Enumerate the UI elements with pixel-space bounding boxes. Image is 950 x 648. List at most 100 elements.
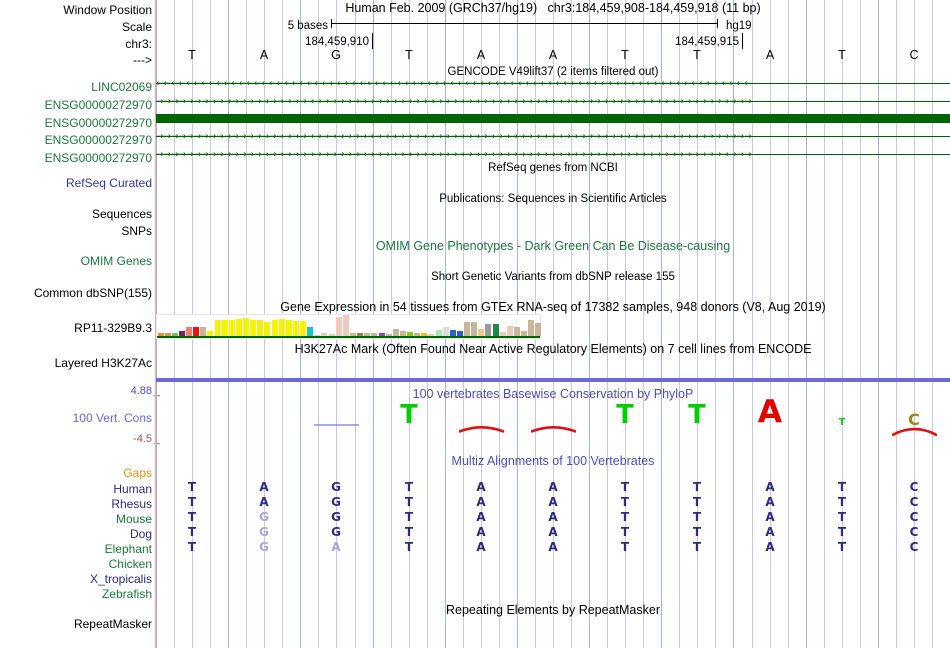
gtex-bar[interactable] xyxy=(421,332,428,336)
label-refseq-curated[interactable]: RefSeq Curated xyxy=(65,176,152,190)
gtex-bar[interactable] xyxy=(271,320,278,336)
gtex-bar[interactable] xyxy=(471,322,478,336)
gtex-bar[interactable] xyxy=(399,330,406,336)
gtex-bar[interactable] xyxy=(392,329,399,336)
gencode-row-2[interactable] xyxy=(156,114,950,124)
gtex-expression-barchart[interactable] xyxy=(156,314,542,339)
label-species-chicken[interactable]: Chicken xyxy=(108,557,152,571)
gtex-bar[interactable] xyxy=(485,323,492,336)
gtex-bar[interactable] xyxy=(513,327,520,336)
gtex-bar[interactable] xyxy=(442,327,449,336)
gtex-bar[interactable] xyxy=(378,333,385,336)
alignment-row-chicken[interactable] xyxy=(156,556,950,569)
gtex-bar[interactable] xyxy=(193,327,200,336)
gtex-bar[interactable] xyxy=(214,320,221,336)
gtex-bar[interactable] xyxy=(285,320,292,336)
alignment-base: G xyxy=(331,525,341,539)
gtex-bar[interactable] xyxy=(257,320,264,336)
gtex-bar[interactable] xyxy=(292,321,299,336)
alignment-row-x_tropicalis[interactable] xyxy=(156,571,950,584)
gtex-bar[interactable] xyxy=(321,333,328,336)
label-repeatmasker[interactable]: RepeatMasker xyxy=(73,617,152,631)
gtex-bar[interactable] xyxy=(478,329,485,336)
gtex-bar[interactable] xyxy=(350,333,357,336)
label-gencode-4[interactable]: ENSG00000272970 xyxy=(44,151,152,165)
alignment-row-zebrafish[interactable] xyxy=(156,586,950,599)
gtex-bar[interactable] xyxy=(250,320,257,336)
gtex-bar[interactable] xyxy=(300,321,307,336)
gtex-bar[interactable] xyxy=(407,331,414,336)
gtex-bar[interactable] xyxy=(307,327,314,336)
gtex-bar[interactable] xyxy=(385,334,392,336)
label-gtex-gene[interactable]: RP11-329B9.3 xyxy=(74,321,152,335)
gtex-bar[interactable] xyxy=(535,322,542,336)
gtex-bar[interactable] xyxy=(456,330,463,336)
label-gencode-3[interactable]: ENSG00000272970 xyxy=(44,133,152,147)
track-data-column[interactable]: Human Feb. 2009 (GRCh37/hg19) chr3:184,4… xyxy=(156,0,950,648)
gtex-bar[interactable] xyxy=(164,333,171,336)
gtex-bar[interactable] xyxy=(186,327,193,336)
gtex-bar[interactable] xyxy=(364,332,371,336)
gtex-bar[interactable] xyxy=(342,315,349,336)
label-sequences[interactable]: Sequences xyxy=(91,207,152,221)
gtex-bar[interactable] xyxy=(506,326,513,336)
gencode-row-0[interactable]: ←←←←←←←←←←←←←←←←←←←←←←←←←←←←←←←←←←←←←←←←… xyxy=(156,79,950,89)
label-species-human[interactable]: Human xyxy=(113,482,152,496)
gtex-bar[interactable] xyxy=(264,322,271,336)
gtex-bar[interactable] xyxy=(171,333,178,336)
gtex-bar[interactable] xyxy=(314,335,321,336)
label-layered-h3k27ac[interactable]: Layered H3K27Ac xyxy=(54,356,152,370)
gencode-row-3[interactable]: →→→→→→→→→→→→→→→→→→→→→→→→→→→→→→→→→→→→→→→→… xyxy=(156,132,950,142)
gtex-bar[interactable] xyxy=(357,333,364,336)
conservation-negative-mark xyxy=(530,426,576,433)
label-species-mouse[interactable]: Mouse xyxy=(115,512,152,526)
label-gencode-0[interactable]: LINC02069 xyxy=(91,80,152,94)
label-species-elephant[interactable]: Elephant xyxy=(104,542,152,556)
grid-line xyxy=(697,0,698,648)
gtex-bar[interactable] xyxy=(499,331,506,336)
gtex-bar[interactable] xyxy=(428,334,435,336)
gtex-bar[interactable] xyxy=(335,316,342,336)
gtex-bar[interactable] xyxy=(228,320,235,336)
gtex-bar[interactable] xyxy=(492,323,499,336)
label-snps[interactable]: SNPs xyxy=(121,224,152,238)
gtex-bar[interactable] xyxy=(200,327,207,336)
gtex-bar[interactable] xyxy=(243,317,250,336)
gencode-row-1[interactable]: →→→→→→→→→→→→→→→→→→→→→→→→→→→→→→→→→→→→→→→→… xyxy=(156,97,950,107)
label-common-dbsnp[interactable]: Common dbSNP(155) xyxy=(33,286,152,300)
label-species-dog[interactable]: Dog xyxy=(129,527,152,541)
label-species-xtropicalis[interactable]: X_tropicalis xyxy=(89,572,152,586)
gtex-bar[interactable] xyxy=(221,320,228,336)
alignment-base: A xyxy=(331,540,341,554)
label-species-rhesus[interactable]: Rhesus xyxy=(111,497,152,511)
gtex-bar[interactable] xyxy=(521,330,528,336)
gencode-row-4[interactable]: →→→→→→→→→→→→→→→→→→→→→→→→→→→→→→→→→→→→→→→→… xyxy=(156,150,950,160)
label-gaps[interactable]: Gaps xyxy=(123,466,152,480)
gtex-bar[interactable] xyxy=(414,332,421,336)
gtex-bar[interactable] xyxy=(328,334,335,336)
gtex-bar[interactable] xyxy=(157,332,164,336)
gtex-bar[interactable] xyxy=(235,319,242,336)
gtex-bar[interactable] xyxy=(464,322,471,336)
label-conservation[interactable]: 100 Vert. Cons xyxy=(72,411,152,425)
gtex-bar[interactable] xyxy=(371,333,378,336)
gtex-bar[interactable] xyxy=(528,320,535,336)
gtex-bar[interactable] xyxy=(178,330,185,336)
gtex-bar[interactable] xyxy=(207,330,214,336)
label-species-zebrafish[interactable]: Zebrafish xyxy=(101,587,152,601)
gtex-bar[interactable] xyxy=(449,329,456,336)
gtex-bar[interactable] xyxy=(435,329,442,336)
label-gencode-1[interactable]: ENSG00000272970 xyxy=(44,98,152,112)
alignment-base: G xyxy=(331,480,341,494)
label-gencode-2[interactable]: ENSG00000272970 xyxy=(44,116,152,130)
h3k27ac-signal-bar[interactable] xyxy=(156,378,950,382)
gtex-bar[interactable] xyxy=(278,318,285,336)
label-omim-genes[interactable]: OMIM Genes xyxy=(80,254,152,268)
